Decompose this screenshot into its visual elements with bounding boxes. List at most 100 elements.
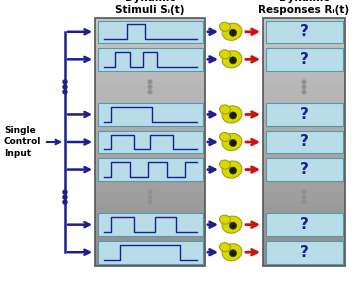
Bar [95, 206, 205, 211]
Text: ?: ? [299, 217, 308, 232]
Bar [263, 187, 345, 192]
Bar [95, 202, 205, 206]
Bar [95, 177, 205, 182]
Bar [266, 158, 343, 181]
Bar [95, 182, 205, 187]
Ellipse shape [219, 105, 230, 114]
Circle shape [63, 80, 67, 84]
Bar [263, 172, 345, 177]
Bar [97, 103, 202, 126]
Bar [95, 251, 205, 256]
Circle shape [302, 80, 306, 84]
Bar [263, 53, 345, 58]
Bar [95, 53, 205, 58]
Bar [95, 28, 205, 33]
Bar [263, 192, 345, 196]
Bar [263, 206, 345, 211]
Bar [263, 152, 345, 157]
Bar [263, 127, 345, 132]
Bar [266, 21, 343, 43]
Bar [95, 137, 205, 142]
Bar [95, 172, 205, 177]
Circle shape [302, 195, 306, 199]
Bar [95, 18, 205, 23]
Bar [263, 246, 345, 251]
Bar [263, 256, 345, 261]
Bar [95, 97, 205, 102]
Circle shape [63, 90, 67, 94]
Text: ?: ? [299, 52, 308, 67]
Bar [95, 48, 205, 53]
Bar [263, 217, 345, 221]
Text: Parallel
Dynamic
Stimuli Sᵢ(t): Parallel Dynamic Stimuli Sᵢ(t) [115, 0, 185, 15]
Bar [97, 213, 202, 236]
Ellipse shape [222, 133, 242, 151]
Bar [95, 63, 205, 67]
Bar [95, 102, 205, 107]
Circle shape [302, 90, 306, 94]
Bar [97, 158, 202, 181]
Circle shape [63, 190, 67, 194]
Bar [263, 73, 345, 78]
Bar [263, 23, 345, 28]
Bar [263, 231, 345, 236]
Bar [95, 221, 205, 226]
Bar [263, 78, 345, 82]
Bar [263, 122, 345, 127]
Bar [95, 192, 205, 196]
Bar [95, 217, 205, 221]
Bar [95, 196, 205, 202]
Text: ?: ? [299, 24, 308, 39]
Bar [95, 58, 205, 63]
Bar [97, 21, 202, 43]
Circle shape [229, 57, 236, 64]
Circle shape [63, 85, 67, 89]
Text: ?: ? [299, 245, 308, 260]
Bar [266, 131, 343, 153]
Ellipse shape [219, 215, 230, 224]
Bar [263, 117, 345, 122]
Text: ?: ? [299, 134, 308, 150]
Bar [263, 182, 345, 187]
Bar [263, 241, 345, 246]
Circle shape [63, 195, 67, 199]
Bar [95, 43, 205, 48]
Bar [97, 131, 202, 153]
Ellipse shape [219, 160, 230, 169]
Bar [266, 241, 343, 263]
Bar [95, 82, 205, 88]
Bar [95, 236, 205, 241]
Bar [95, 147, 205, 152]
Ellipse shape [222, 23, 242, 40]
Bar [95, 226, 205, 231]
Circle shape [229, 140, 236, 146]
Text: Measure
Dynamic
Responses Rᵢ(t): Measure Dynamic Responses Rᵢ(t) [258, 0, 349, 15]
Bar [266, 103, 343, 126]
Bar [263, 107, 345, 112]
Bar [263, 202, 345, 206]
Bar [263, 211, 345, 217]
Text: Single
Control
Input: Single Control Input [4, 126, 41, 158]
Circle shape [148, 195, 152, 199]
Bar [95, 33, 205, 38]
Bar [263, 261, 345, 266]
Bar [263, 28, 345, 33]
Bar [95, 246, 205, 251]
Bar [95, 211, 205, 217]
Bar [263, 162, 345, 167]
Bar [95, 112, 205, 117]
Bar [263, 157, 345, 162]
Bar [263, 48, 345, 53]
Circle shape [148, 90, 152, 94]
Bar [95, 167, 205, 172]
Ellipse shape [222, 216, 242, 233]
Bar [95, 117, 205, 122]
Bar [263, 147, 345, 152]
Bar [263, 251, 345, 256]
Bar [97, 241, 202, 263]
Bar [263, 177, 345, 182]
Bar [95, 152, 205, 157]
Ellipse shape [219, 50, 230, 59]
Bar [263, 18, 345, 266]
Bar [263, 43, 345, 48]
